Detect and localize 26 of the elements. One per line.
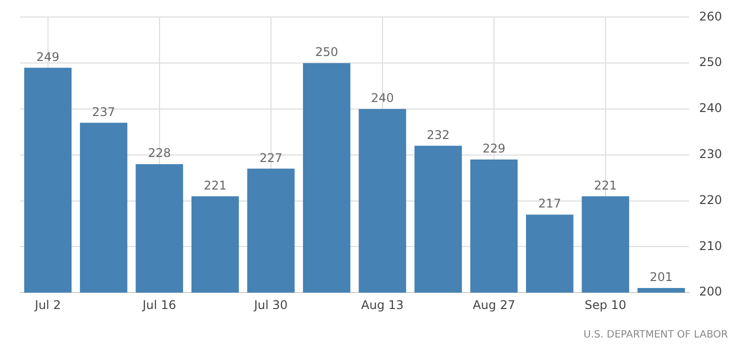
x-tick-label: Jul 2: [34, 298, 61, 312]
y-tick-label: 230: [699, 147, 722, 162]
text: U.S. DEPARTMENT OF LABOR: [584, 330, 728, 341]
x-tick-label: Jul 16: [142, 298, 176, 312]
data-label: 237: [92, 104, 116, 119]
x-tick-label: Sep 10: [584, 298, 626, 312]
data-label: 221: [594, 178, 617, 192]
x-tick-label: Aug 13: [361, 298, 404, 312]
data-label: 240: [370, 91, 394, 106]
y-tick-label: 260: [699, 9, 722, 24]
data-label: 217: [538, 196, 562, 211]
y-tick-label: 210: [699, 238, 722, 253]
data-label: 249: [36, 50, 60, 64]
data-label: 229: [482, 142, 506, 156]
data-label: 250: [315, 45, 338, 60]
y-tick-label: 220: [699, 192, 722, 207]
x-tick-label: Jul 30: [253, 298, 288, 312]
data-label: 201: [650, 270, 673, 284]
y-tick-label: 200: [699, 284, 722, 299]
data-label: 232: [426, 128, 450, 142]
data-label: 221: [204, 178, 227, 192]
data-label: 227: [259, 150, 282, 165]
y-tick-label: 250: [699, 55, 722, 70]
data-label: 228: [148, 146, 171, 160]
x-tick-label: Aug 27: [472, 298, 516, 312]
y-tick-label: 240: [699, 101, 722, 116]
